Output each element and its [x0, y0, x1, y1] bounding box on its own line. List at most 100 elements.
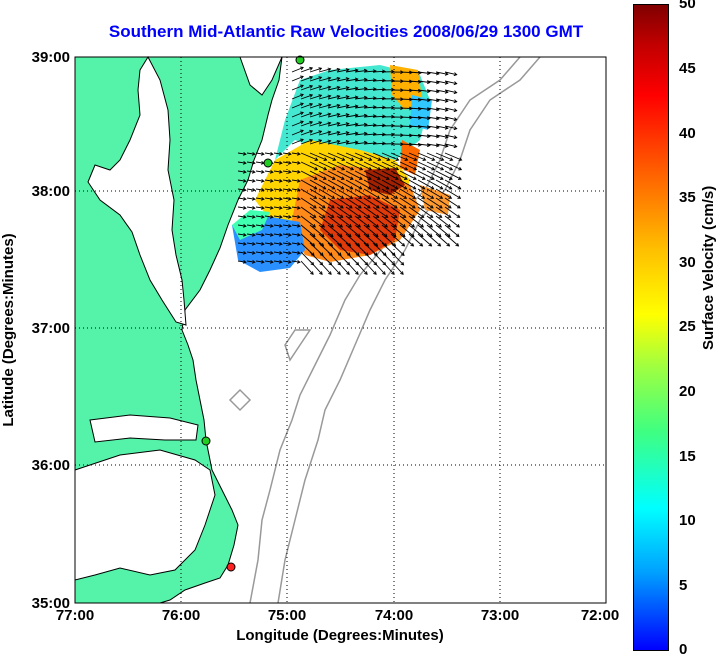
velocity-arrow-head — [340, 176, 345, 180]
velocity-arrow-head — [309, 120, 314, 125]
velocity-arrow — [444, 98, 457, 103]
velocity-arrow — [327, 233, 342, 247]
velocity-arrow-head — [348, 205, 353, 209]
velocity-arrow-head — [321, 205, 326, 209]
velocity-arrow — [417, 224, 433, 237]
velocity-arrow — [354, 152, 372, 161]
velocity-arrow — [246, 260, 255, 263]
velocity-arrow — [381, 233, 396, 247]
velocity-arrow — [345, 152, 363, 161]
velocity-arrow — [282, 215, 291, 218]
velocity-arrow — [417, 89, 430, 92]
velocity-arrow-head — [251, 169, 256, 174]
velocity-arrow — [426, 188, 443, 199]
velocity-arrow — [264, 152, 273, 155]
velocity-arrow-head — [242, 250, 247, 255]
velocity-arrow — [444, 134, 457, 139]
velocity-arrow-head — [448, 185, 453, 190]
velocity-arrow-head — [309, 129, 314, 134]
velocity-arrow-head — [242, 223, 247, 228]
velocity-arrow — [291, 161, 300, 164]
velocity-arrow — [300, 130, 313, 136]
velocity-arrow — [327, 131, 340, 136]
velocity-arrow-head — [382, 105, 386, 110]
velocity-arrow — [246, 251, 255, 254]
x-tick-label: 75:00 — [268, 607, 306, 624]
velocity-arrow-head — [327, 112, 332, 117]
velocity-arrow-head — [430, 185, 435, 190]
velocity-arrow-head — [327, 94, 332, 99]
velocity-arrow-head — [438, 214, 443, 218]
velocity-arrow — [318, 140, 331, 145]
velocity-arrow-head — [340, 195, 345, 199]
velocity-arrow-head — [354, 77, 359, 82]
velocity-arrow — [435, 197, 452, 209]
velocity-arrow-head — [453, 117, 458, 122]
velocity-arrow-head — [322, 185, 327, 190]
velocity-arrow — [444, 143, 457, 148]
velocity-arrow-head — [242, 196, 247, 201]
velocity-arrow — [444, 215, 460, 228]
velocity-arrow — [237, 206, 246, 209]
velocity-arrow — [444, 71, 457, 76]
velocity-arrow-head — [429, 214, 434, 218]
velocity-arrow-head — [449, 166, 454, 171]
velocity-arrow-head — [322, 195, 327, 199]
velocity-arrow-head — [278, 250, 283, 255]
velocity-arrow — [327, 95, 340, 100]
velocity-arrow — [318, 95, 331, 100]
velocity-arrow — [354, 69, 367, 73]
velocity-arrow — [426, 89, 439, 93]
velocity-arrow — [354, 170, 372, 180]
velocity-arrow-head — [321, 224, 325, 228]
velocity-arrow — [300, 94, 313, 100]
velocity-arrow — [336, 105, 349, 109]
velocity-arrow-head — [359, 157, 364, 161]
velocity-arrow — [318, 233, 333, 247]
velocity-arrow-head — [260, 223, 265, 228]
velocity-arrow-head — [358, 176, 363, 180]
velocity-arrow — [327, 161, 345, 171]
velocity-arrow — [354, 197, 371, 209]
velocity-arrow — [291, 233, 300, 236]
velocity-arrow — [363, 188, 380, 199]
velocity-arrow-head — [341, 166, 346, 171]
velocity-arrow-head — [269, 250, 274, 255]
velocity-arrow-head — [287, 169, 292, 174]
velocity-arrow-head — [278, 214, 283, 219]
velocity-arrow — [426, 197, 443, 209]
velocity-arrow — [318, 104, 331, 109]
velocity-arrow — [345, 69, 358, 73]
velocity-arrow-head — [330, 205, 335, 209]
velocity-arrow — [354, 224, 370, 237]
velocity-arrow — [345, 96, 358, 100]
velocity-arrow — [237, 179, 246, 182]
velocity-arrow — [417, 80, 430, 83]
velocity-arrow-head — [402, 214, 407, 218]
velocity-arrow-head — [296, 223, 301, 228]
velocity-arrow-head — [453, 144, 458, 149]
velocity-arrow-head — [336, 94, 341, 99]
velocity-arrow — [282, 197, 291, 200]
velocity-arrow — [318, 197, 335, 209]
velocity-arrow — [300, 224, 316, 237]
velocity-arrow-head — [278, 169, 283, 174]
velocity-arrow — [390, 188, 407, 199]
velocity-arrow-head — [420, 224, 424, 228]
velocity-arrow-head — [401, 242, 406, 247]
velocity-arrow-head — [382, 132, 386, 137]
velocity-arrow-head — [287, 178, 292, 183]
velocity-arrow-head — [310, 271, 314, 275]
velocity-arrow-head — [438, 224, 442, 228]
velocity-arrow — [372, 206, 388, 218]
colorbar-tick: 40 — [679, 125, 696, 142]
velocity-arrow-head — [354, 86, 359, 91]
velocity-arrow-head — [269, 178, 274, 183]
velocity-arrow-head — [444, 125, 449, 130]
velocity-arrow — [246, 233, 255, 236]
velocity-arrow-head — [457, 185, 462, 190]
velocity-arrow-head — [300, 102, 304, 107]
velocity-arrow-head — [312, 205, 317, 209]
velocity-arrow — [237, 224, 246, 227]
velocity-arrow-head — [453, 135, 458, 140]
